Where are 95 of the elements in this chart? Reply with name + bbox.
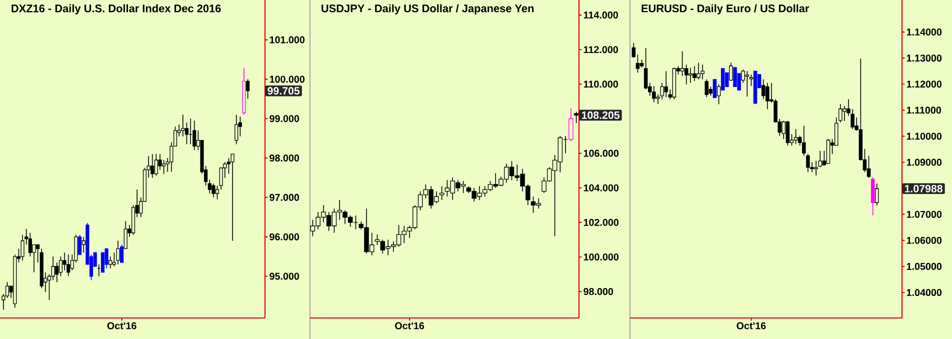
candlestick	[684, 64, 688, 85]
y-tick-label: 96.000	[270, 233, 300, 240]
candlestick	[439, 186, 444, 200]
text: 108.205	[582, 111, 620, 119]
candlestick	[215, 185, 220, 200]
candlestick	[124, 220, 128, 250]
candlestick	[246, 78, 250, 100]
candlestick	[212, 183, 216, 198]
chart-title: DXZ16 - Daily U.S. Dollar Index Dec 2016	[12, 4, 221, 14]
candlestick	[834, 117, 838, 146]
y-tick-label: 100.000	[270, 76, 305, 83]
candlestick	[704, 79, 709, 98]
candlestick	[120, 244, 124, 263]
candlestick	[158, 154, 162, 170]
candlestick	[826, 138, 830, 164]
candlestick	[729, 62, 733, 82]
y-tick-label: 106.000	[584, 150, 619, 157]
y-tick-label: 1.12000	[906, 80, 942, 88]
candlestick	[818, 150, 822, 168]
candlestick	[664, 70, 668, 98]
text: 99.705	[268, 87, 300, 95]
candlestick	[230, 154, 234, 242]
y-tick-label: 1.05000	[906, 262, 942, 270]
candlestick	[162, 160, 166, 174]
x-tick-label: Oct'16	[395, 322, 424, 330]
text: 1.07988	[904, 184, 943, 192]
y-tick-label: 1.06000	[906, 236, 942, 244]
x-tick-label: Oct'16	[736, 322, 766, 330]
candlestick	[782, 120, 786, 140]
y-tick-label: 1.13000	[906, 54, 942, 62]
y-tick-label: 1.04000	[906, 288, 942, 296]
y-tick-label: 98.000	[270, 154, 300, 162]
candlestick	[794, 128, 798, 144]
candlestick	[104, 248, 108, 269]
y-tick-label: 110.000	[584, 80, 618, 88]
candlestick	[154, 154, 158, 176]
candlestick	[632, 42, 636, 58]
candlestick	[745, 70, 750, 98]
candlestick	[725, 72, 729, 88]
y-tick-label: 101.000	[270, 36, 305, 44]
candlestick	[652, 86, 656, 103]
candlestick	[181, 114, 185, 137]
candlestick	[802, 125, 806, 156]
candlestick	[680, 50, 684, 76]
y-tick-label: 102.000	[584, 218, 619, 226]
candlestick	[574, 111, 579, 124]
candlestick	[78, 234, 82, 255]
candlestick	[55, 262, 59, 283]
candlestick	[82, 236, 86, 253]
y-tick-label: 1.07000	[906, 210, 942, 218]
candlestick	[866, 155, 871, 178]
candlestick	[720, 68, 725, 90]
y-tick-label: 1.14000	[906, 28, 942, 36]
candlestick	[870, 176, 875, 216]
candlestick	[700, 64, 704, 80]
chart-title: USDJPY - Daily US Dollar / Japanese Yen	[322, 4, 534, 14]
candlestick	[66, 254, 70, 277]
candlestick	[766, 82, 770, 110]
candlestick	[814, 160, 818, 176]
candlestick	[234, 114, 238, 145]
y-tick-label: 95.000	[270, 272, 300, 280]
candlestick	[116, 240, 120, 265]
candlestick	[692, 66, 696, 82]
candlestick	[644, 48, 648, 90]
candlestick	[568, 108, 574, 142]
candlestick	[806, 154, 810, 173]
x-tick-label: Oct'16	[107, 322, 136, 330]
y-tick-label: 104.000	[584, 184, 619, 192]
candlestick	[108, 256, 112, 269]
candlestick	[733, 67, 737, 88]
y-tick-label: 1.09000	[906, 158, 942, 166]
y-tick-label: 97.000	[270, 194, 300, 201]
chart-title: EURUSD - Daily Euro / US Dollar	[642, 4, 810, 14]
candlestick	[842, 106, 846, 122]
candlestick	[696, 62, 700, 80]
candlestick	[192, 120, 196, 151]
y-tick-label: 114.000	[584, 12, 618, 19]
y-tick-label: 98.000	[584, 288, 614, 296]
y-tick-label: 1.10000	[906, 132, 942, 140]
candlestick	[51, 256, 55, 281]
y-tick-label: 112.000	[584, 46, 618, 54]
candlestick	[636, 54, 640, 74]
candlestick	[712, 79, 717, 98]
candlestick	[150, 154, 154, 178]
y-tick-label: 99.000	[270, 115, 300, 122]
candlestick	[716, 84, 721, 105]
candlestick	[28, 232, 32, 257]
candlestick	[100, 252, 104, 273]
candlestick	[688, 67, 692, 84]
y-tick-label: 100.000	[584, 253, 619, 260]
candlestick	[741, 69, 745, 84]
candlestick	[875, 183, 879, 206]
candlestick	[786, 120, 790, 146]
y-tick-label: 1.11000	[906, 106, 941, 114]
candlestick	[838, 104, 842, 123]
